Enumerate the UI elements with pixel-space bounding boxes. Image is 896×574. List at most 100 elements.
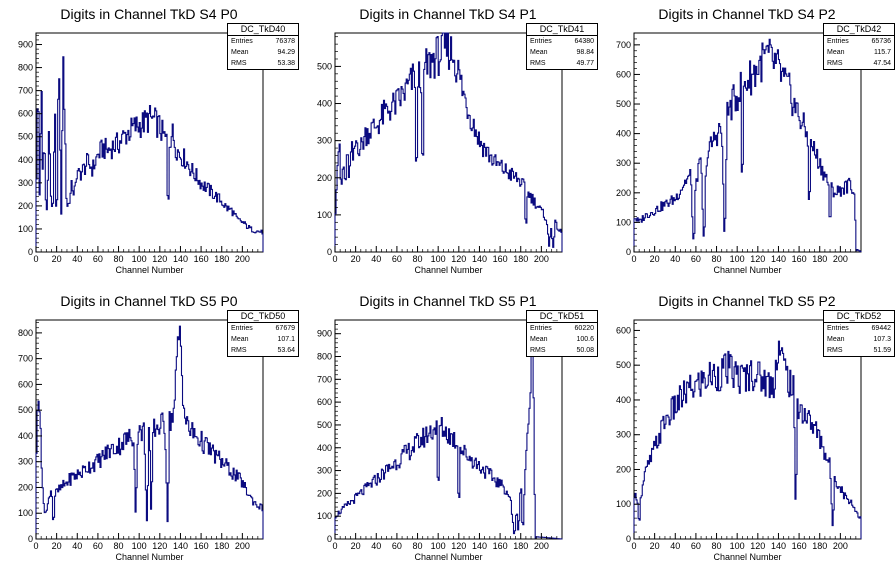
histogram-panel: Digits in Channel TkD S4 P0 0 20 40 60 80 100… [0,0,299,287]
y-tick-label: 700 [317,374,332,384]
x-tick-label: 140 [173,254,188,264]
y-tick-label: 500 [616,360,631,370]
y-tick-label: 400 [616,395,631,405]
x-tick-label: 20 [351,541,361,551]
y-tick-label: 400 [18,155,33,165]
histogram-panel: Digits in Channel TkD S5 P0 0 20 40 60 80 100… [0,287,299,574]
y-tick-label: 0 [28,534,33,544]
stats-box: DC_TkD51 Entries 60220 Mean 100.6 RMS 50.08 [526,310,598,357]
stats-entries-label: Entries [231,38,253,45]
x-axis-label: Channel Number [414,552,482,562]
y-tick-label: 0 [327,247,332,257]
x-tick-label: 180 [513,541,528,551]
histogram-plot: 0 20 40 60 80 100 120 140 160 180 200 0 100 200 300 400… [18,32,264,275]
y-tick-label: 600 [616,69,631,79]
stats-name: DC_TkD51 [527,311,597,323]
y-tick-label: 0 [327,534,332,544]
stats-mean-label: Mean [827,336,845,343]
x-axis-label: Channel Number [115,265,183,275]
x-tick-label: 80 [413,254,423,264]
x-tick-label: 80 [114,254,124,264]
x-axis-label: Channel Number [115,552,183,562]
x-tick-label: 180 [214,541,229,551]
stats-name: DC_TkD42 [824,24,894,36]
x-tick-label: 200 [534,541,549,551]
x-tick-label: 80 [413,541,423,551]
y-tick-label: 400 [616,129,631,139]
x-tick-label: 120 [152,541,167,551]
x-axis-label: Channel Number [713,265,781,275]
x-tick-label: 20 [52,541,62,551]
y-tick-label: 300 [616,158,631,168]
y-tick-label: 600 [317,397,332,407]
stats-entries-label: Entries [530,325,552,332]
y-tick-label: 500 [317,61,332,71]
histogram-panel: Digits in Channel TkD S5 P2 0 20 40 60 80 100… [598,287,896,574]
stats-box: DC_TkD42 Entries 65736 Mean 115.7 RMS 47.54 [823,23,895,70]
stats-mean-value: 94.29 [277,49,295,56]
stats-entries-value: 67679 [275,325,295,332]
y-tick-label: 200 [616,188,631,198]
x-tick-label: 200 [235,254,250,264]
histogram-plot: 0 20 40 60 80 100 120 140 160 180 200 0 100 200 300 400… [317,32,563,275]
stats-mean-label: Mean [827,49,845,56]
y-tick-label: 100 [317,210,332,220]
y-tick-label: 100 [18,508,33,518]
stats-entries-label: Entries [827,325,849,332]
x-tick-label: 180 [812,254,827,264]
x-tick-label: 0 [332,541,337,551]
y-tick-label: 400 [317,443,332,453]
y-tick-label: 500 [18,405,33,415]
y-tick-label: 700 [616,40,631,50]
stats-name: DC_TkD52 [824,311,894,323]
stats-mean-label: Mean [231,336,249,343]
histogram-panel: Digits in Channel TkD S5 P1 0 20 40 60 80 100… [299,287,598,574]
y-tick-label: 100 [616,217,631,227]
y-tick-label: 600 [616,325,631,335]
x-tick-label: 200 [235,541,250,551]
x-tick-label: 160 [792,254,807,264]
x-tick-label: 160 [194,254,209,264]
x-tick-label: 160 [493,254,508,264]
x-tick-label: 80 [114,541,124,551]
y-tick-label: 500 [317,420,332,430]
histogram-line [334,341,563,540]
y-tick-label: 400 [317,99,332,109]
stats-entries-value: 76378 [275,38,295,45]
y-tick-label: 300 [18,178,33,188]
x-tick-label: 200 [833,541,848,551]
plot-frame [35,32,264,253]
y-tick-label: 200 [317,173,332,183]
x-tick-label: 140 [771,254,786,264]
x-tick-label: 180 [214,254,229,264]
stats-entries-value: 69442 [871,325,891,332]
x-tick-label: 40 [670,541,680,551]
x-tick-label: 180 [812,541,827,551]
y-tick-label: 400 [18,431,33,441]
chart-title: Digits in Channel TkD S4 P0 [60,6,238,22]
x-tick-label: 60 [392,254,402,264]
stats-mean-value: 100.6 [576,336,594,343]
stats-mean-value: 98.84 [576,49,594,56]
x-tick-label: 120 [451,541,466,551]
x-tick-label: 100 [431,541,446,551]
x-tick-label: 40 [371,541,381,551]
histogram-plot: 0 20 40 60 80 100 120 140 160 180 200 0 100 200 300 400… [18,319,264,562]
chart-title: Digits in Channel TkD S5 P0 [60,293,238,309]
x-tick-label: 20 [351,254,361,264]
y-tick-label: 0 [626,534,631,544]
x-axis-label: Channel Number [414,265,482,275]
x-tick-label: 60 [392,541,402,551]
histogram-panel: Digits in Channel TkD S4 P1 0 20 40 60 80 100… [299,0,598,287]
stats-mean-label: Mean [530,336,548,343]
stats-name: DC_TkD41 [527,24,597,36]
x-tick-label: 120 [750,254,765,264]
x-tick-label: 80 [712,254,722,264]
x-tick-label: 140 [173,541,188,551]
x-tick-label: 100 [730,541,745,551]
chart-title: Digits in Channel TkD S5 P1 [359,293,537,309]
stats-rms-value: 53.38 [277,60,295,67]
x-tick-label: 160 [493,541,508,551]
stats-box: DC_TkD52 Entries 69442 Mean 107.3 RMS 51.59 [823,310,895,357]
y-tick-label: 900 [18,40,33,50]
